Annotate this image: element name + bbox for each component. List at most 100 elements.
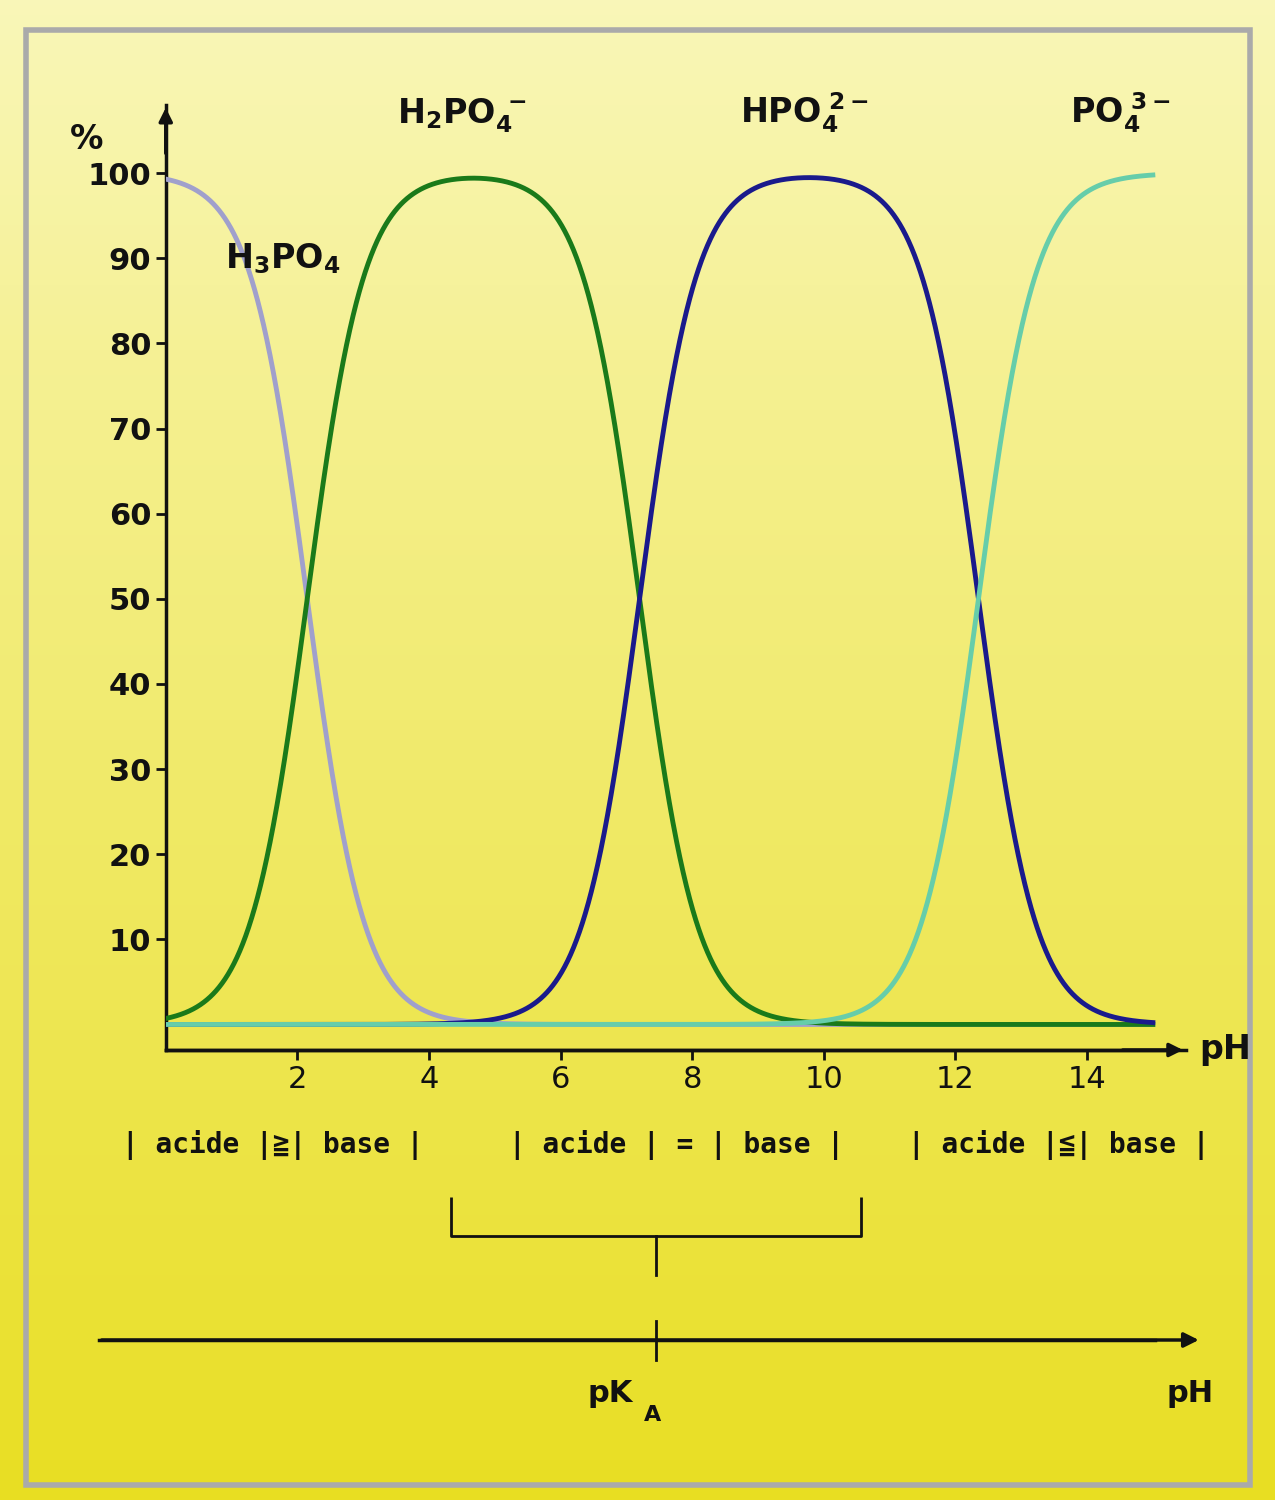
Bar: [0, 86, 1275, 90]
Bar: [0, 705, 1275, 710]
Bar: [0, 690, 1275, 694]
Bar: [0, 206, 1275, 210]
Bar: [0, 1320, 1275, 1324]
Bar: [0, 90, 1275, 94]
Text: $\mathbf{H_2PO_4^{\ -}}$: $\mathbf{H_2PO_4^{\ -}}$: [397, 96, 527, 135]
Bar: [0, 476, 1275, 480]
Bar: [0, 1294, 1275, 1300]
Bar: [0, 420, 1275, 424]
Bar: [0, 570, 1275, 574]
Bar: [0, 200, 1275, 206]
Bar: [0, 1125, 1275, 1130]
Bar: [0, 1220, 1275, 1226]
Bar: [0, 75, 1275, 80]
Bar: [0, 120, 1275, 124]
Text: $\mathbf{PO_4^{\ 3-}}$: $\mathbf{PO_4^{\ 3-}}$: [1070, 90, 1170, 135]
Bar: [0, 1376, 1275, 1380]
Bar: [0, 720, 1275, 724]
Bar: [0, 1000, 1275, 1005]
Bar: [0, 754, 1275, 760]
Bar: [0, 1226, 1275, 1230]
Bar: [0, 350, 1275, 355]
Bar: [0, 940, 1275, 945]
Bar: [0, 1040, 1275, 1046]
Bar: [0, 1106, 1275, 1110]
Bar: [0, 994, 1275, 1000]
Bar: [0, 1120, 1275, 1125]
Bar: [0, 184, 1275, 190]
Bar: [0, 1400, 1275, 1406]
Bar: [0, 64, 1275, 70]
Bar: [0, 1185, 1275, 1190]
Bar: [0, 15, 1275, 20]
Bar: [0, 124, 1275, 130]
Bar: [0, 956, 1275, 960]
Text: %: %: [70, 123, 103, 156]
Bar: [0, 1360, 1275, 1365]
Bar: [0, 1480, 1275, 1485]
Bar: [0, 1370, 1275, 1376]
Bar: [0, 34, 1275, 40]
Bar: [0, 10, 1275, 15]
Bar: [0, 574, 1275, 580]
Bar: [0, 945, 1275, 950]
Bar: [0, 80, 1275, 86]
Bar: [0, 850, 1275, 855]
Bar: [0, 170, 1275, 176]
Bar: [0, 1005, 1275, 1010]
Bar: [0, 836, 1275, 840]
Bar: [0, 874, 1275, 880]
Text: | acide |≧| base |: | acide |≧| base |: [122, 1130, 423, 1160]
Bar: [0, 830, 1275, 836]
Bar: [0, 640, 1275, 645]
Bar: [0, 686, 1275, 690]
Bar: [0, 675, 1275, 680]
Bar: [0, 615, 1275, 620]
Bar: [0, 270, 1275, 274]
Bar: [0, 1280, 1275, 1286]
Bar: [0, 315, 1275, 320]
Bar: [0, 1166, 1275, 1170]
Bar: [0, 915, 1275, 920]
Bar: [0, 1204, 1275, 1210]
Bar: [0, 154, 1275, 160]
Bar: [0, 825, 1275, 830]
Bar: [0, 859, 1275, 865]
Bar: [0, 390, 1275, 394]
Text: A: A: [644, 1406, 662, 1425]
Bar: [0, 1275, 1275, 1280]
Bar: [0, 334, 1275, 340]
Bar: [0, 100, 1275, 105]
Bar: [0, 110, 1275, 116]
Bar: [0, 1390, 1275, 1395]
Bar: [0, 1240, 1275, 1245]
Bar: [0, 424, 1275, 430]
Bar: [0, 150, 1275, 154]
Bar: [0, 1380, 1275, 1384]
Bar: [0, 1395, 1275, 1400]
Bar: [0, 1076, 1275, 1080]
Bar: [0, 506, 1275, 510]
Bar: [0, 1035, 1275, 1040]
Bar: [0, 304, 1275, 310]
Bar: [0, 580, 1275, 585]
Bar: [0, 960, 1275, 964]
Bar: [0, 514, 1275, 520]
Bar: [0, 590, 1275, 596]
Bar: [0, 1305, 1275, 1310]
Bar: [0, 285, 1275, 290]
Bar: [0, 536, 1275, 540]
Bar: [0, 105, 1275, 110]
Bar: [0, 1065, 1275, 1070]
Bar: [0, 410, 1275, 416]
Bar: [0, 176, 1275, 180]
Bar: [0, 210, 1275, 214]
Bar: [0, 870, 1275, 874]
Bar: [0, 20, 1275, 26]
Bar: [0, 890, 1275, 896]
Bar: [0, 670, 1275, 675]
Bar: [0, 986, 1275, 990]
Bar: [0, 840, 1275, 844]
Bar: [0, 566, 1275, 570]
Bar: [0, 310, 1275, 315]
